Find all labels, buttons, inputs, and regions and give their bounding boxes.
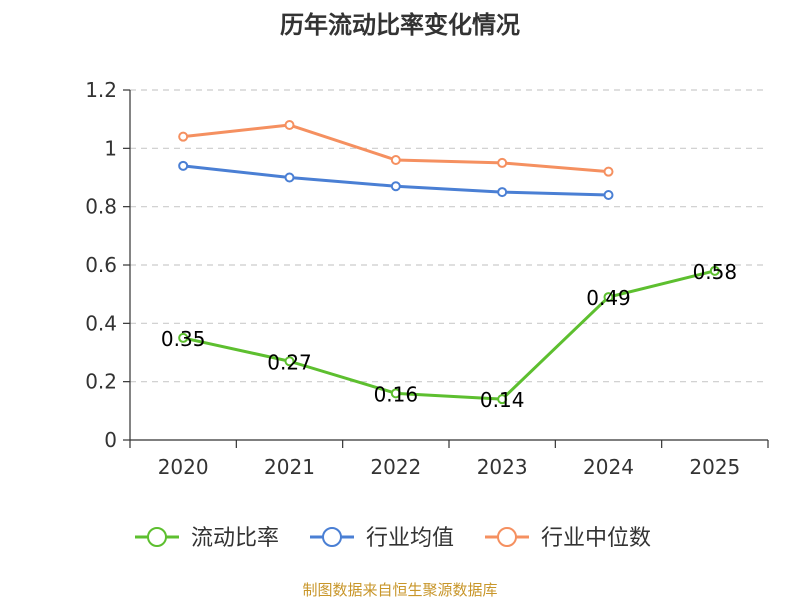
data-point xyxy=(497,394,508,405)
axes xyxy=(123,89,769,448)
legend-marker xyxy=(147,527,167,547)
data-label: 0.14 xyxy=(480,388,525,412)
data-label: 0.58 xyxy=(693,260,738,284)
data-point xyxy=(178,160,189,171)
legend-label: 流动比率 xyxy=(191,526,279,551)
legend: 流动比率 行业均值 行业中位数 xyxy=(135,526,651,551)
x-tick-label: 2024 xyxy=(583,455,634,479)
legend-item[interactable]: 流动比率 xyxy=(135,526,279,551)
data-point xyxy=(390,388,401,399)
data-point xyxy=(390,155,401,165)
x-tick-label: 2025 xyxy=(689,455,740,479)
data-labels: 0.35 0.27 0.16 0.14 0.49 0.58 xyxy=(161,260,737,412)
x-tick-label: 2023 xyxy=(477,455,528,479)
tick-labels: 0 0.2 0.4 0.6 0.8 1 1.2 2020 2021 2022 2023 2024 202… xyxy=(85,78,740,479)
data-label: 0.35 xyxy=(161,327,206,351)
y-tick-label: 0.8 xyxy=(85,195,117,219)
legend-item[interactable]: 行业均值 xyxy=(310,526,454,551)
data-label: 0.49 xyxy=(586,286,631,310)
y-tick-label: 0 xyxy=(104,428,117,452)
x-tick-label: 2022 xyxy=(370,455,421,479)
legend-label: 行业均值 xyxy=(366,526,454,551)
data-point xyxy=(284,356,295,367)
grid-lines xyxy=(130,89,768,383)
series-line xyxy=(182,269,716,401)
y-tick-label: 1 xyxy=(104,136,117,160)
y-tick-label: 0.6 xyxy=(85,253,117,277)
data-point xyxy=(497,187,508,198)
data-point xyxy=(284,172,295,183)
legend-item[interactable]: 行业中位数 xyxy=(485,526,651,551)
source-note: 制图数据来自恒生聚源数据库 xyxy=(302,581,497,599)
legend-label: 行业中位数 xyxy=(541,526,651,551)
y-tick-label: 0.4 xyxy=(85,311,117,335)
data-point xyxy=(603,292,614,303)
series-lines xyxy=(178,120,720,405)
data-point xyxy=(497,157,508,168)
data-point xyxy=(603,190,614,200)
data-label: 0.16 xyxy=(374,382,419,406)
x-tick-label: 2021 xyxy=(264,455,315,479)
data-point xyxy=(709,265,720,276)
chart-title: 历年流动比率变化情况 xyxy=(280,11,520,39)
data-point xyxy=(603,166,614,177)
y-tick-label: 0.2 xyxy=(85,370,117,394)
legend-marker xyxy=(322,527,342,547)
y-tick-label: 1.2 xyxy=(85,78,117,102)
data-point xyxy=(178,131,189,142)
data-point xyxy=(284,120,295,130)
data-point xyxy=(178,332,189,343)
legend-marker xyxy=(497,527,517,547)
x-tick-label: 2020 xyxy=(158,455,209,479)
data-point xyxy=(390,181,401,192)
data-label: 0.27 xyxy=(267,350,312,374)
